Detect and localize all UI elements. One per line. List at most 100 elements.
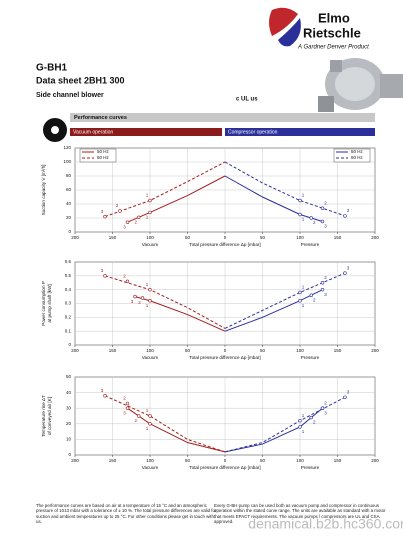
x-tick-label: 50 — [185, 458, 191, 463]
y-tick-label: 40 — [66, 390, 72, 395]
marker — [103, 394, 107, 398]
marker — [148, 414, 152, 418]
compressor-label: Compressor operation — [228, 129, 278, 135]
marker-label: 2 — [134, 418, 137, 423]
curve — [224, 407, 323, 453]
x-tick-label: 100 — [296, 348, 304, 353]
y-tick-label: 0 — [68, 229, 71, 234]
x-tick-label: 50 — [185, 348, 191, 353]
marker — [309, 293, 313, 297]
x-tick-label: 100 — [146, 348, 154, 353]
x-tick-label: 50 — [260, 348, 266, 353]
y-tick-label: 0.2 — [65, 315, 72, 320]
curve — [224, 289, 323, 332]
x-tick-label: 100 — [146, 235, 154, 240]
marker — [103, 274, 107, 278]
x-tick-label: 0 — [224, 235, 227, 240]
y-tick-label: 0.1 — [65, 328, 72, 333]
axis-label: Pressure — [301, 355, 320, 360]
y-axis-label: Suction capacity V̇ [m³/h] — [41, 165, 47, 216]
marker — [343, 395, 347, 399]
marker-label: 1 — [302, 217, 305, 222]
marker — [125, 220, 130, 224]
x-tick-label: 50 — [185, 235, 191, 240]
y-axis-label: at pump shaft [kW] — [47, 284, 52, 322]
y-tick-label: 20 — [66, 421, 72, 426]
vacuum-label: Vacuum operation — [73, 129, 113, 135]
marker — [103, 214, 107, 219]
blower-image — [318, 58, 403, 112]
marker-label: 1 — [146, 282, 149, 287]
x-tick-label: 50 — [260, 235, 266, 240]
marker — [309, 216, 313, 220]
legend-label: 50 Hz — [351, 149, 364, 154]
marker-label: 3 — [101, 209, 104, 214]
y-tick-label: 0.5 — [65, 273, 72, 278]
marker — [298, 290, 302, 295]
curve — [224, 272, 346, 329]
marker-label: 2 — [313, 297, 316, 302]
marker — [148, 287, 152, 292]
marker — [320, 206, 325, 210]
y-axis-label: Temperature rise ΔT — [41, 395, 46, 437]
x-tick-label: 150 — [334, 348, 342, 353]
x-tick-label: 150 — [334, 235, 342, 240]
y-tick-label: 50 — [66, 374, 72, 379]
x-tick-label: 200 — [371, 458, 379, 463]
axis-label: Total pressure difference Δp [mbar] — [189, 242, 260, 247]
curve — [127, 175, 226, 223]
marker — [298, 299, 302, 303]
y-tick-label: 0 — [68, 342, 71, 347]
x-tick-label: 200 — [71, 235, 79, 240]
y-tick-label: 0 — [68, 452, 71, 457]
x-tick-label: 200 — [71, 348, 79, 353]
axis-label: Vacuum — [142, 465, 159, 470]
marker — [148, 422, 152, 426]
model: G-BH1 — [36, 63, 68, 74]
marker-label: 3 — [101, 388, 104, 393]
x-tick-label: 0 — [224, 458, 227, 463]
axis-label: Pressure — [301, 242, 320, 247]
axis-label: Vacuum — [142, 242, 159, 247]
watermark: denamical.b2b.hc360.com — [248, 516, 403, 532]
curve — [224, 161, 346, 217]
marker-label: 1 — [302, 429, 305, 434]
footer-right: Every G-BH pump can be used both as vacu… — [214, 503, 386, 524]
marker — [320, 406, 325, 410]
curve — [224, 396, 346, 453]
x-tick-label: 0 — [224, 348, 227, 353]
y-tick-label: 100 — [63, 159, 71, 164]
compressor-bar — [225, 128, 375, 136]
logo-blue — [278, 18, 301, 47]
marker-label: 3 — [123, 410, 126, 415]
legend-label: 60 Hz — [351, 155, 364, 160]
x-tick-label: 150 — [334, 458, 342, 463]
marker-label: 1 — [146, 408, 149, 413]
marker-label: 2 — [123, 396, 126, 401]
marker — [148, 198, 152, 203]
curve — [104, 161, 226, 218]
marker-label: 2 — [116, 203, 119, 208]
marker-label: 2 — [313, 420, 316, 425]
marker-label: 1 — [146, 215, 149, 220]
section-title: Performance curves — [74, 115, 127, 121]
legend-label: 60 Hz — [97, 155, 110, 160]
marker — [137, 414, 141, 418]
y-tick-label: 10 — [66, 437, 72, 442]
y-tick-label: 0.3 — [65, 301, 72, 306]
marker-label: 3 — [347, 208, 350, 213]
y-tick-label: 30 — [66, 405, 72, 410]
y-axis-label: of conveyed air [K] — [47, 397, 52, 435]
marker-label: 1 — [302, 193, 305, 198]
gear-icon — [51, 126, 59, 134]
x-tick-label: 200 — [71, 458, 79, 463]
marker-label: 3 — [324, 292, 327, 297]
marker — [298, 198, 302, 203]
title: Data sheet 2BH1 300 — [36, 75, 125, 85]
axis-label: Total pressure difference Δp [mbar] — [189, 465, 260, 470]
marker-label: 1 — [302, 285, 305, 290]
y-tick-label: 20 — [66, 215, 72, 220]
marker — [298, 212, 302, 217]
marker-label: 3 — [101, 268, 104, 273]
